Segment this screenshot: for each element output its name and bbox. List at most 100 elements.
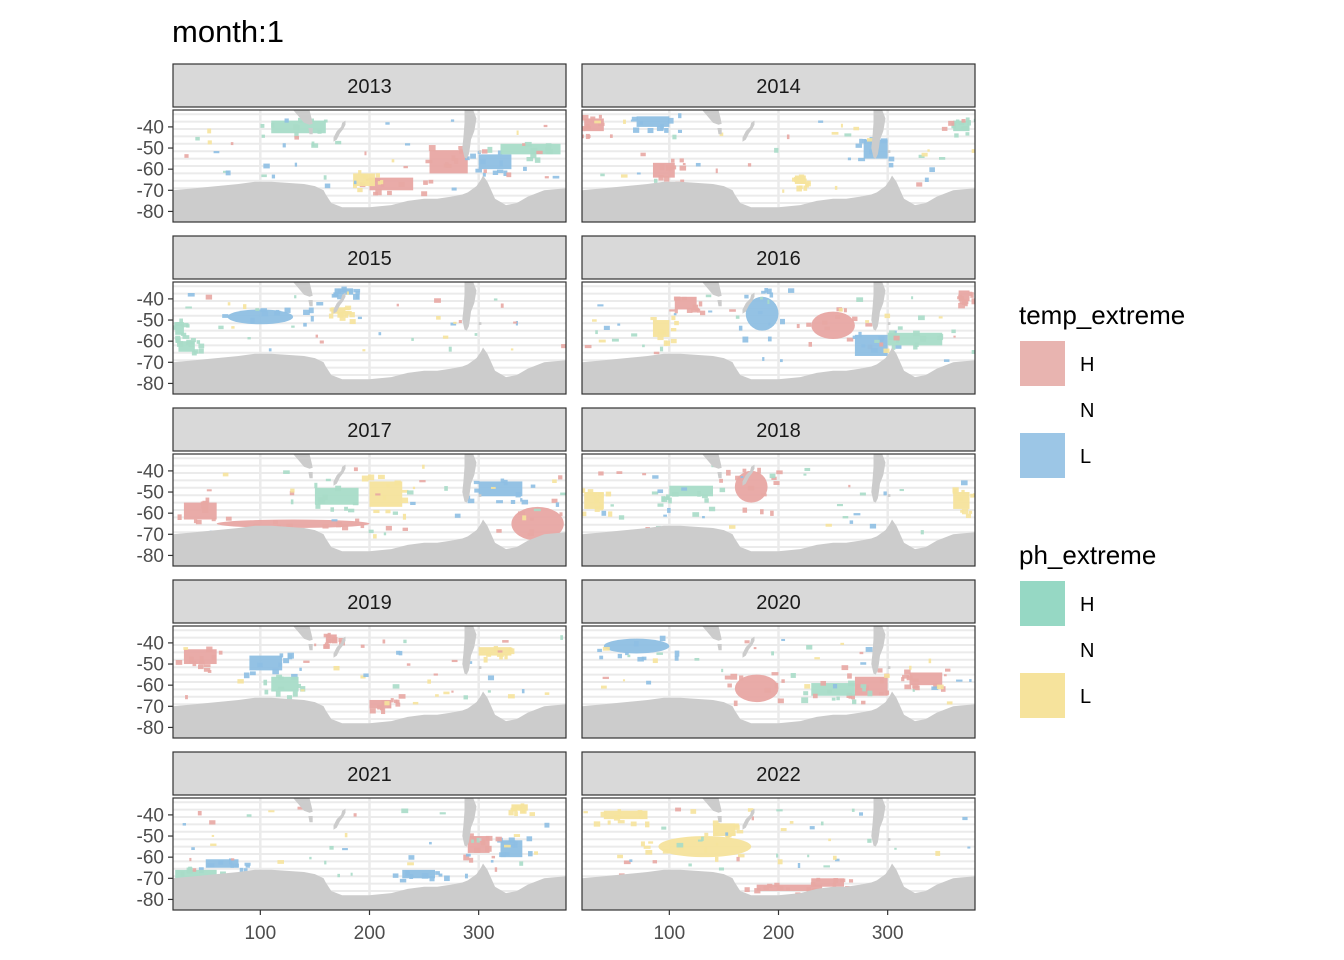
extreme-cell: [583, 811, 588, 814]
extreme-cell: [355, 291, 360, 295]
extreme-cell: [385, 509, 391, 514]
extreme-cell: [381, 700, 387, 706]
extreme-cell: [777, 698, 784, 704]
extreme-cell: [920, 530, 924, 535]
y-tick-label: -40: [137, 289, 164, 310]
extreme-cell: [587, 134, 591, 138]
y-tick-label: -60: [137, 676, 164, 697]
temp-extreme-L: [227, 309, 294, 325]
extreme-cell: [412, 701, 419, 705]
extreme-cell: [516, 130, 519, 135]
extreme-cell: [665, 340, 671, 346]
falklands-land: [478, 838, 482, 841]
extreme-cell: [289, 490, 295, 496]
falklands-land: [887, 494, 891, 497]
tasmania-land: [308, 128, 313, 135]
extreme-cell: [176, 322, 183, 326]
extreme-cell: [690, 809, 697, 814]
extreme-cell: [856, 683, 862, 690]
facet-strip: [172, 407, 567, 452]
extreme-cell: [831, 131, 839, 135]
extreme-cell: [391, 159, 395, 163]
extreme-cell: [771, 651, 775, 656]
facet-panel-2015: 2015 -40-50-60-70-80: [137, 235, 567, 395]
extreme-cell: [600, 173, 605, 177]
ph-extreme-L: [478, 647, 512, 656]
extreme-cell: [888, 162, 894, 168]
extreme-cell: [272, 668, 279, 675]
extreme-cell: [294, 135, 300, 140]
legend-label: N: [1080, 640, 1094, 662]
extreme-cell: [450, 322, 457, 326]
extreme-cell: [914, 342, 919, 347]
extreme-cell: [294, 295, 297, 299]
extreme-cell: [598, 339, 606, 343]
extreme-cell: [642, 473, 647, 476]
extreme-cell: [834, 185, 838, 190]
y-tick-label: -80: [137, 546, 164, 567]
legend-label: H: [1080, 354, 1094, 376]
extreme-cell: [257, 662, 263, 668]
extreme-cell: [658, 175, 664, 181]
extreme-cell: [705, 294, 712, 298]
extreme-cell: [806, 322, 812, 327]
extreme-cell: [861, 344, 866, 348]
extreme-cell: [803, 691, 809, 696]
extreme-cell: [407, 862, 414, 866]
extreme-cell: [350, 872, 353, 876]
extreme-cell: [740, 476, 744, 479]
extreme-cell: [303, 322, 307, 327]
extreme-cell: [317, 129, 322, 134]
extreme-cell: [960, 509, 964, 513]
extreme-cell: [492, 170, 499, 175]
extreme-cell: [659, 635, 666, 642]
extreme-cell: [348, 508, 355, 513]
extreme-cell: [809, 826, 815, 830]
plot-area: [173, 626, 566, 738]
facet-label: 2013: [347, 76, 392, 98]
extreme-cell: [607, 820, 611, 825]
extreme-cell: [309, 856, 312, 860]
extreme-cell: [762, 357, 765, 361]
new-zealand-land: [333, 636, 346, 658]
extreme-cell: [230, 142, 234, 146]
extreme-cell: [715, 168, 718, 174]
extreme-cell: [342, 848, 348, 851]
extreme-cell: [243, 304, 247, 309]
extreme-cell: [261, 311, 269, 317]
y-tick-label: -60: [137, 332, 164, 353]
extreme-cell: [555, 502, 560, 507]
extreme-cell: [387, 704, 392, 708]
extreme-cell: [286, 523, 293, 528]
y-tick-label: -50: [137, 827, 164, 848]
extreme-cell: [300, 689, 305, 692]
extreme-cell: [411, 337, 414, 341]
south-america-land: [462, 282, 477, 331]
extreme-cell: [451, 659, 458, 663]
extreme-cell: [314, 643, 317, 647]
extreme-cell: [358, 170, 362, 176]
extreme-cell: [862, 138, 867, 144]
extreme-cell: [326, 638, 332, 644]
extreme-cell: [206, 646, 213, 653]
extreme-cell: [877, 668, 883, 673]
extreme-cell: [812, 693, 818, 699]
plot-area: [173, 798, 566, 910]
extreme-cell: [595, 330, 598, 335]
extreme-cell: [496, 500, 503, 504]
extreme-cell: [796, 185, 802, 192]
australia-land: [691, 626, 722, 641]
extreme-cell: [664, 176, 670, 182]
temp-extreme-H: [511, 506, 564, 541]
extreme-cell: [913, 330, 920, 337]
extreme-cell: [503, 479, 508, 486]
x-tick-label: 300: [872, 923, 904, 944]
extreme-cell: [495, 836, 502, 842]
legend-label: H: [1080, 594, 1094, 616]
antarctica-land: [582, 347, 975, 394]
extreme-cell: [617, 653, 622, 659]
new-zealand-land: [742, 464, 755, 486]
extreme-cell: [458, 146, 464, 150]
facet-label: 2015: [347, 248, 392, 270]
